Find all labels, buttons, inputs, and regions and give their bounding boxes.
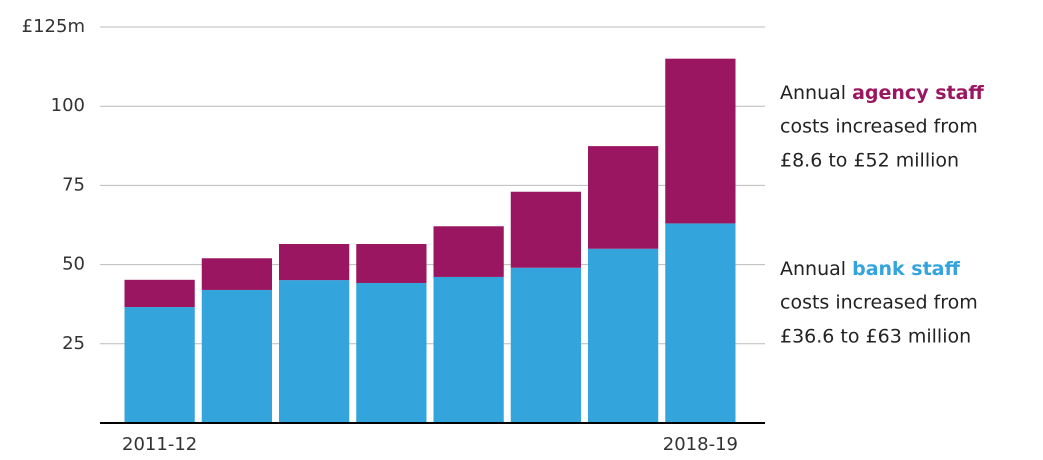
annotation-prefix: Annual	[780, 258, 852, 280]
y-tick-label: 75	[62, 174, 85, 195]
bar-segment	[433, 276, 504, 423]
bar-segment	[356, 244, 427, 283]
bar-segment	[510, 267, 581, 423]
bar-segment	[588, 248, 659, 423]
annotation-line: Annual bank staff	[780, 258, 961, 280]
bar-segment	[665, 223, 736, 423]
annotation-line: costs increased from	[780, 116, 978, 138]
y-tick-label: 25	[62, 333, 85, 354]
x-tick-label: 2011-12	[122, 434, 197, 455]
bar-segment	[433, 226, 504, 277]
bar-segment	[201, 258, 272, 290]
bar-segment	[124, 307, 195, 423]
annotation-line: Annual agency staff	[780, 82, 984, 104]
annotation-highlight: bank staff	[852, 258, 960, 280]
y-tick-label: 100	[51, 95, 85, 116]
annotation-line: £8.6 to £52 million	[780, 150, 959, 172]
annotation-prefix: Annual	[780, 82, 852, 104]
bar-segment	[510, 191, 581, 268]
bar-segment	[279, 280, 350, 423]
x-tick-label: 2018-19	[663, 434, 738, 455]
annotation-highlight: agency staff	[852, 82, 984, 104]
annotation-line: costs increased from	[780, 292, 978, 314]
bar-segment	[356, 282, 427, 423]
bar-segment	[124, 279, 195, 308]
bar-segment	[279, 244, 350, 281]
bar-segment	[201, 289, 272, 423]
bar-segment	[588, 146, 659, 249]
bar-segment	[665, 58, 736, 224]
annotation-line: £36.6 to £63 million	[780, 326, 971, 348]
y-tick-label: £125m	[22, 16, 85, 37]
y-tick-label: 50	[62, 254, 85, 275]
